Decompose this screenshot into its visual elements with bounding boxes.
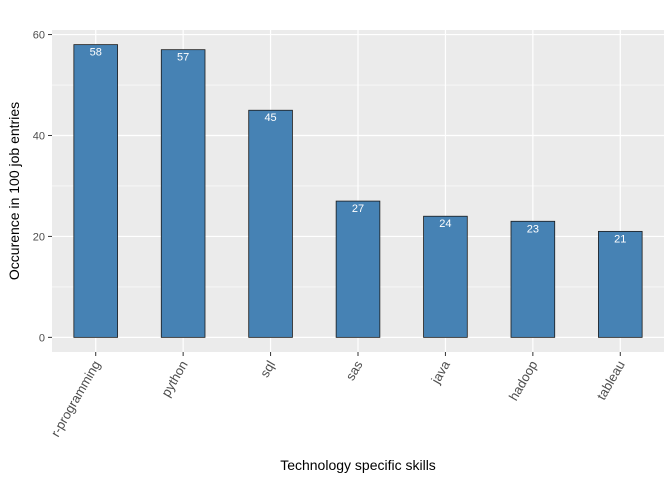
data-label: 45 [264,112,276,124]
y-tick-label: 0 [39,332,45,344]
data-labels: 58 57 45 27 24 23 21 [90,47,627,246]
x-tick-label: hadoop [506,358,541,403]
data-label: 57 [177,52,189,64]
data-label: 27 [352,203,364,215]
x-tick-label: sql [257,358,278,380]
y-tick-label: 20 [33,231,45,243]
bar-java [423,215,468,338]
data-label: 23 [527,223,539,235]
data-label: 21 [614,233,626,245]
x-tick-label: tableau [594,358,628,402]
x-tick-label: java [428,357,454,387]
y-tick-label: 60 [33,30,45,42]
x-tick-label: sas [342,358,365,383]
data-label: 58 [90,47,102,59]
data-label: 24 [439,218,451,230]
bar-tableau [598,230,643,338]
y-axis: 0 20 40 60 [33,30,52,344]
bar-sas [335,200,381,338]
bar-hadoop [510,220,556,338]
bar-r-programming [73,44,118,338]
bar-python [160,49,206,338]
x-axis: r-programming python sql sas java hadoop table… [48,352,628,439]
x-axis-title: Technology specific skills [280,457,436,473]
y-axis-title: Occurence in 100 job entries [6,102,22,280]
bar-sql [248,109,293,338]
x-tick-label: r-programming [48,358,104,439]
y-tick-label: 40 [33,130,45,142]
x-tick-label: python [158,358,191,399]
bars [73,44,643,338]
